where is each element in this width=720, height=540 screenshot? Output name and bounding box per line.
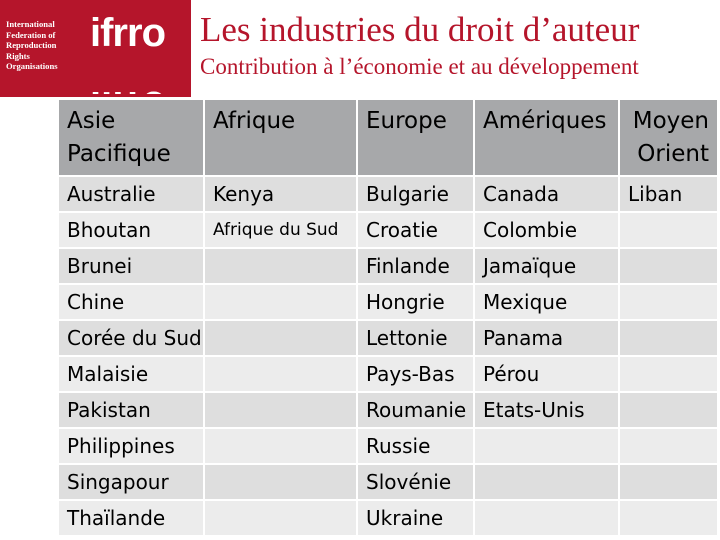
table-cell: Bhoutan — [59, 213, 205, 249]
header-line: Pacifique — [67, 141, 171, 167]
table-cell: Ukraine — [358, 501, 475, 537]
header-line: Europe — [366, 108, 447, 134]
table-cell — [205, 501, 358, 537]
table-cell: Pakistan — [59, 393, 205, 429]
table-row: Malaisie Pays-Bas Pérou — [59, 357, 719, 393]
table-cell: Pays-Bas — [358, 357, 475, 393]
table-row: Chine Hongrie Mexique — [59, 285, 719, 321]
table-cell — [620, 501, 719, 537]
header-asie-pacifique: Asie Pacifique — [59, 100, 205, 177]
logo-line: Rights — [6, 50, 30, 61]
table-header-row: Asie Pacifique Afrique Europe Amériques … — [59, 100, 719, 177]
table-row: Pakistan Roumanie Etats-Unis — [59, 393, 719, 429]
logo-organisation-name: International Federation of Reproduction… — [6, 19, 90, 72]
ifrro-logo-mark: ifrro ifrro — [88, 11, 188, 94]
table-cell: Philippines — [59, 429, 205, 465]
table-cell: Slovénie — [358, 465, 475, 501]
table-cell: Etats-Unis — [475, 393, 620, 429]
logo-line: Organisations — [6, 61, 58, 72]
table-cell: Singapour — [59, 465, 205, 501]
table-cell: Lettonie — [358, 321, 475, 357]
table-cell — [620, 393, 719, 429]
logo-mark-reflection: ifrro — [90, 83, 165, 94]
table-row: Thaïlande Ukraine — [59, 501, 719, 537]
header-line: Afrique — [213, 108, 296, 134]
table-cell — [620, 249, 719, 285]
table-cell: Colombie — [475, 213, 620, 249]
logo-mark-stripe — [88, 72, 188, 74]
table-cell: Liban — [620, 177, 719, 213]
header-line: Orient — [637, 141, 709, 167]
table-cell — [205, 249, 358, 285]
table-cell — [205, 357, 358, 393]
logo-mark-gap — [88, 49, 188, 53]
table-cell — [620, 465, 719, 501]
table-cell — [475, 501, 620, 537]
logo-mark-stripe — [88, 65, 188, 67]
table-row: Philippines Russie — [59, 429, 719, 465]
table-row: Corée du Sud Lettonie Panama — [59, 321, 719, 357]
logo-line: Reproduction — [6, 40, 57, 51]
table-cell — [205, 393, 358, 429]
logo-mark-text: ifrro — [90, 11, 165, 55]
table-cell — [620, 321, 719, 357]
table-cell: Canada — [475, 177, 620, 213]
table-cell: Australie — [59, 177, 205, 213]
table-cell — [620, 213, 719, 249]
table-cell: Panama — [475, 321, 620, 357]
table-cell: Finlande — [358, 249, 475, 285]
table-cell: Mexique — [475, 285, 620, 321]
header-ameriques: Amériques — [475, 100, 620, 177]
header-line: Amériques — [483, 108, 607, 134]
table-cell: Thaïlande — [59, 501, 205, 537]
table-cell — [475, 429, 620, 465]
table-cell — [620, 429, 719, 465]
table-row: Bhoutan Afrique du Sud Croatie Colombie — [59, 213, 719, 249]
table-cell: Afrique du Sud — [205, 213, 358, 249]
table-cell: Croatie — [358, 213, 475, 249]
logo-mark-stripe — [88, 79, 188, 81]
table-cell: Pérou — [475, 357, 620, 393]
table-cell: Malaisie — [59, 357, 205, 393]
table-cell: Hongrie — [358, 285, 475, 321]
header-line: Moyen — [632, 108, 709, 134]
header-moyen-orient: Moyen Orient — [620, 100, 719, 177]
logo-line: Federation of — [6, 29, 56, 40]
logo-line: International — [6, 19, 55, 29]
table-row: Singapour Slovénie — [59, 465, 719, 501]
header-afrique: Afrique — [205, 100, 358, 177]
table-cell: Kenya — [205, 177, 358, 213]
table-cell: Bulgarie — [358, 177, 475, 213]
table-cell: Roumanie — [358, 393, 475, 429]
table-cell — [205, 465, 358, 501]
countries-table: Asie Pacifique Afrique Europe Amériques … — [59, 100, 719, 537]
ifrro-logo: International Federation of Reproduction… — [0, 0, 191, 97]
page-title: Les industries du droit d’auteur — [200, 10, 640, 49]
table-cell — [205, 285, 358, 321]
logo-mark-stripe — [88, 58, 188, 60]
header-europe: Europe — [358, 100, 475, 177]
table-cell: Russie — [358, 429, 475, 465]
page-subtitle: Contribution à l’économie et au développ… — [200, 54, 639, 79]
table-cell: Chine — [59, 285, 205, 321]
table-cell — [620, 285, 719, 321]
table-cell: Brunei — [59, 249, 205, 285]
table-cell: Jamaïque — [475, 249, 620, 285]
table-cell — [475, 465, 620, 501]
table-cell — [205, 321, 358, 357]
table-row: Brunei Finlande Jamaïque — [59, 249, 719, 285]
table-cell — [620, 357, 719, 393]
table-row: Australie Kenya Bulgarie Canada Liban — [59, 177, 719, 213]
header-line: Asie — [67, 108, 116, 134]
table-cell — [205, 429, 358, 465]
table-cell: Corée du Sud — [59, 321, 205, 357]
